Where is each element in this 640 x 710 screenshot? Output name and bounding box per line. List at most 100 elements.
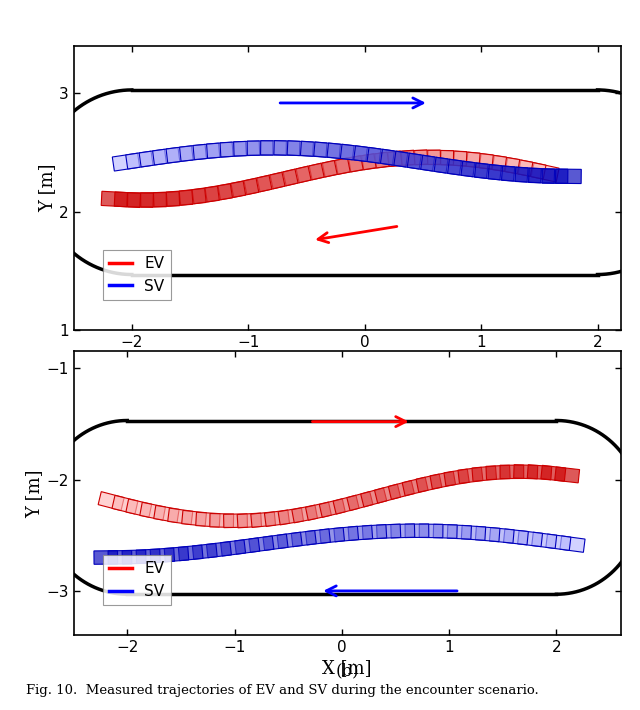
Polygon shape [488, 165, 515, 181]
Polygon shape [237, 513, 262, 528]
Polygon shape [334, 526, 358, 542]
Polygon shape [430, 471, 456, 489]
Polygon shape [278, 508, 303, 525]
Polygon shape [231, 178, 259, 197]
Polygon shape [179, 188, 206, 205]
Polygon shape [287, 141, 314, 156]
Polygon shape [323, 158, 350, 177]
Polygon shape [141, 192, 166, 207]
Polygon shape [542, 169, 568, 183]
Polygon shape [319, 528, 344, 543]
Legend: EV, SV: EV, SV [103, 250, 171, 300]
Polygon shape [348, 525, 372, 540]
Polygon shape [305, 529, 330, 545]
Polygon shape [314, 142, 340, 158]
Polygon shape [251, 512, 275, 528]
Polygon shape [94, 551, 118, 564]
Y-axis label: Y [m]: Y [m] [38, 164, 56, 212]
Polygon shape [367, 148, 394, 165]
Polygon shape [168, 508, 193, 525]
Polygon shape [402, 477, 428, 496]
Text: (a): (a) [336, 357, 358, 374]
Polygon shape [182, 510, 207, 526]
Polygon shape [127, 192, 154, 207]
Polygon shape [461, 525, 486, 540]
Polygon shape [514, 464, 538, 479]
Polygon shape [505, 158, 533, 176]
Polygon shape [518, 160, 546, 179]
Polygon shape [472, 466, 497, 481]
Polygon shape [205, 184, 232, 202]
Text: Fig. 10.  Measured trajectories of EV and SV during the encounter scenario.: Fig. 10. Measured trajectories of EV and… [26, 684, 538, 697]
Polygon shape [349, 153, 376, 172]
Polygon shape [234, 141, 260, 156]
Polygon shape [166, 146, 193, 163]
Polygon shape [394, 151, 421, 169]
Polygon shape [362, 525, 387, 540]
Polygon shape [274, 141, 300, 155]
Polygon shape [474, 163, 501, 180]
Polygon shape [292, 505, 317, 523]
Polygon shape [136, 549, 160, 564]
Polygon shape [296, 163, 324, 182]
Polygon shape [444, 469, 469, 486]
Polygon shape [125, 151, 153, 169]
Polygon shape [361, 488, 387, 507]
Polygon shape [319, 498, 345, 518]
Polygon shape [375, 151, 402, 168]
Text: (b): (b) [335, 662, 359, 679]
Polygon shape [340, 144, 367, 161]
Polygon shape [166, 190, 193, 207]
Polygon shape [220, 141, 246, 157]
Polygon shape [447, 525, 472, 539]
Polygon shape [447, 159, 475, 177]
Polygon shape [415, 150, 440, 165]
Polygon shape [416, 474, 442, 492]
Polygon shape [180, 144, 207, 161]
Polygon shape [354, 146, 381, 163]
Polygon shape [193, 143, 220, 160]
Polygon shape [419, 524, 443, 537]
Polygon shape [380, 149, 408, 167]
Polygon shape [150, 548, 175, 563]
Polygon shape [428, 151, 454, 165]
Polygon shape [458, 467, 483, 484]
Polygon shape [305, 502, 332, 520]
Polygon shape [247, 141, 273, 155]
Legend: EV, SV: EV, SV [103, 555, 171, 605]
Polygon shape [401, 150, 428, 165]
Polygon shape [101, 191, 127, 207]
X-axis label: X [m]: X [m] [323, 354, 372, 372]
Polygon shape [112, 153, 140, 171]
Polygon shape [249, 536, 274, 552]
Polygon shape [391, 524, 415, 538]
Polygon shape [207, 542, 232, 557]
Polygon shape [264, 510, 289, 526]
Polygon shape [362, 152, 389, 170]
Polygon shape [263, 534, 288, 550]
Polygon shape [126, 499, 152, 517]
Polygon shape [541, 465, 566, 481]
Y-axis label: Y [m]: Y [m] [26, 469, 44, 518]
Polygon shape [504, 529, 529, 545]
Polygon shape [486, 465, 510, 480]
Polygon shape [333, 496, 359, 514]
Polygon shape [221, 540, 246, 556]
Polygon shape [476, 526, 500, 542]
Polygon shape [376, 524, 401, 538]
Polygon shape [235, 538, 260, 555]
Polygon shape [467, 152, 493, 169]
Polygon shape [179, 545, 203, 561]
Polygon shape [196, 512, 220, 527]
Polygon shape [531, 163, 559, 182]
Polygon shape [420, 155, 448, 173]
Polygon shape [388, 481, 414, 499]
Polygon shape [502, 166, 528, 182]
Polygon shape [207, 142, 233, 158]
Polygon shape [335, 155, 363, 175]
Polygon shape [546, 534, 571, 550]
Polygon shape [405, 524, 429, 537]
X-axis label: X [m]: X [m] [323, 660, 372, 677]
Polygon shape [518, 530, 543, 547]
Polygon shape [388, 151, 415, 166]
